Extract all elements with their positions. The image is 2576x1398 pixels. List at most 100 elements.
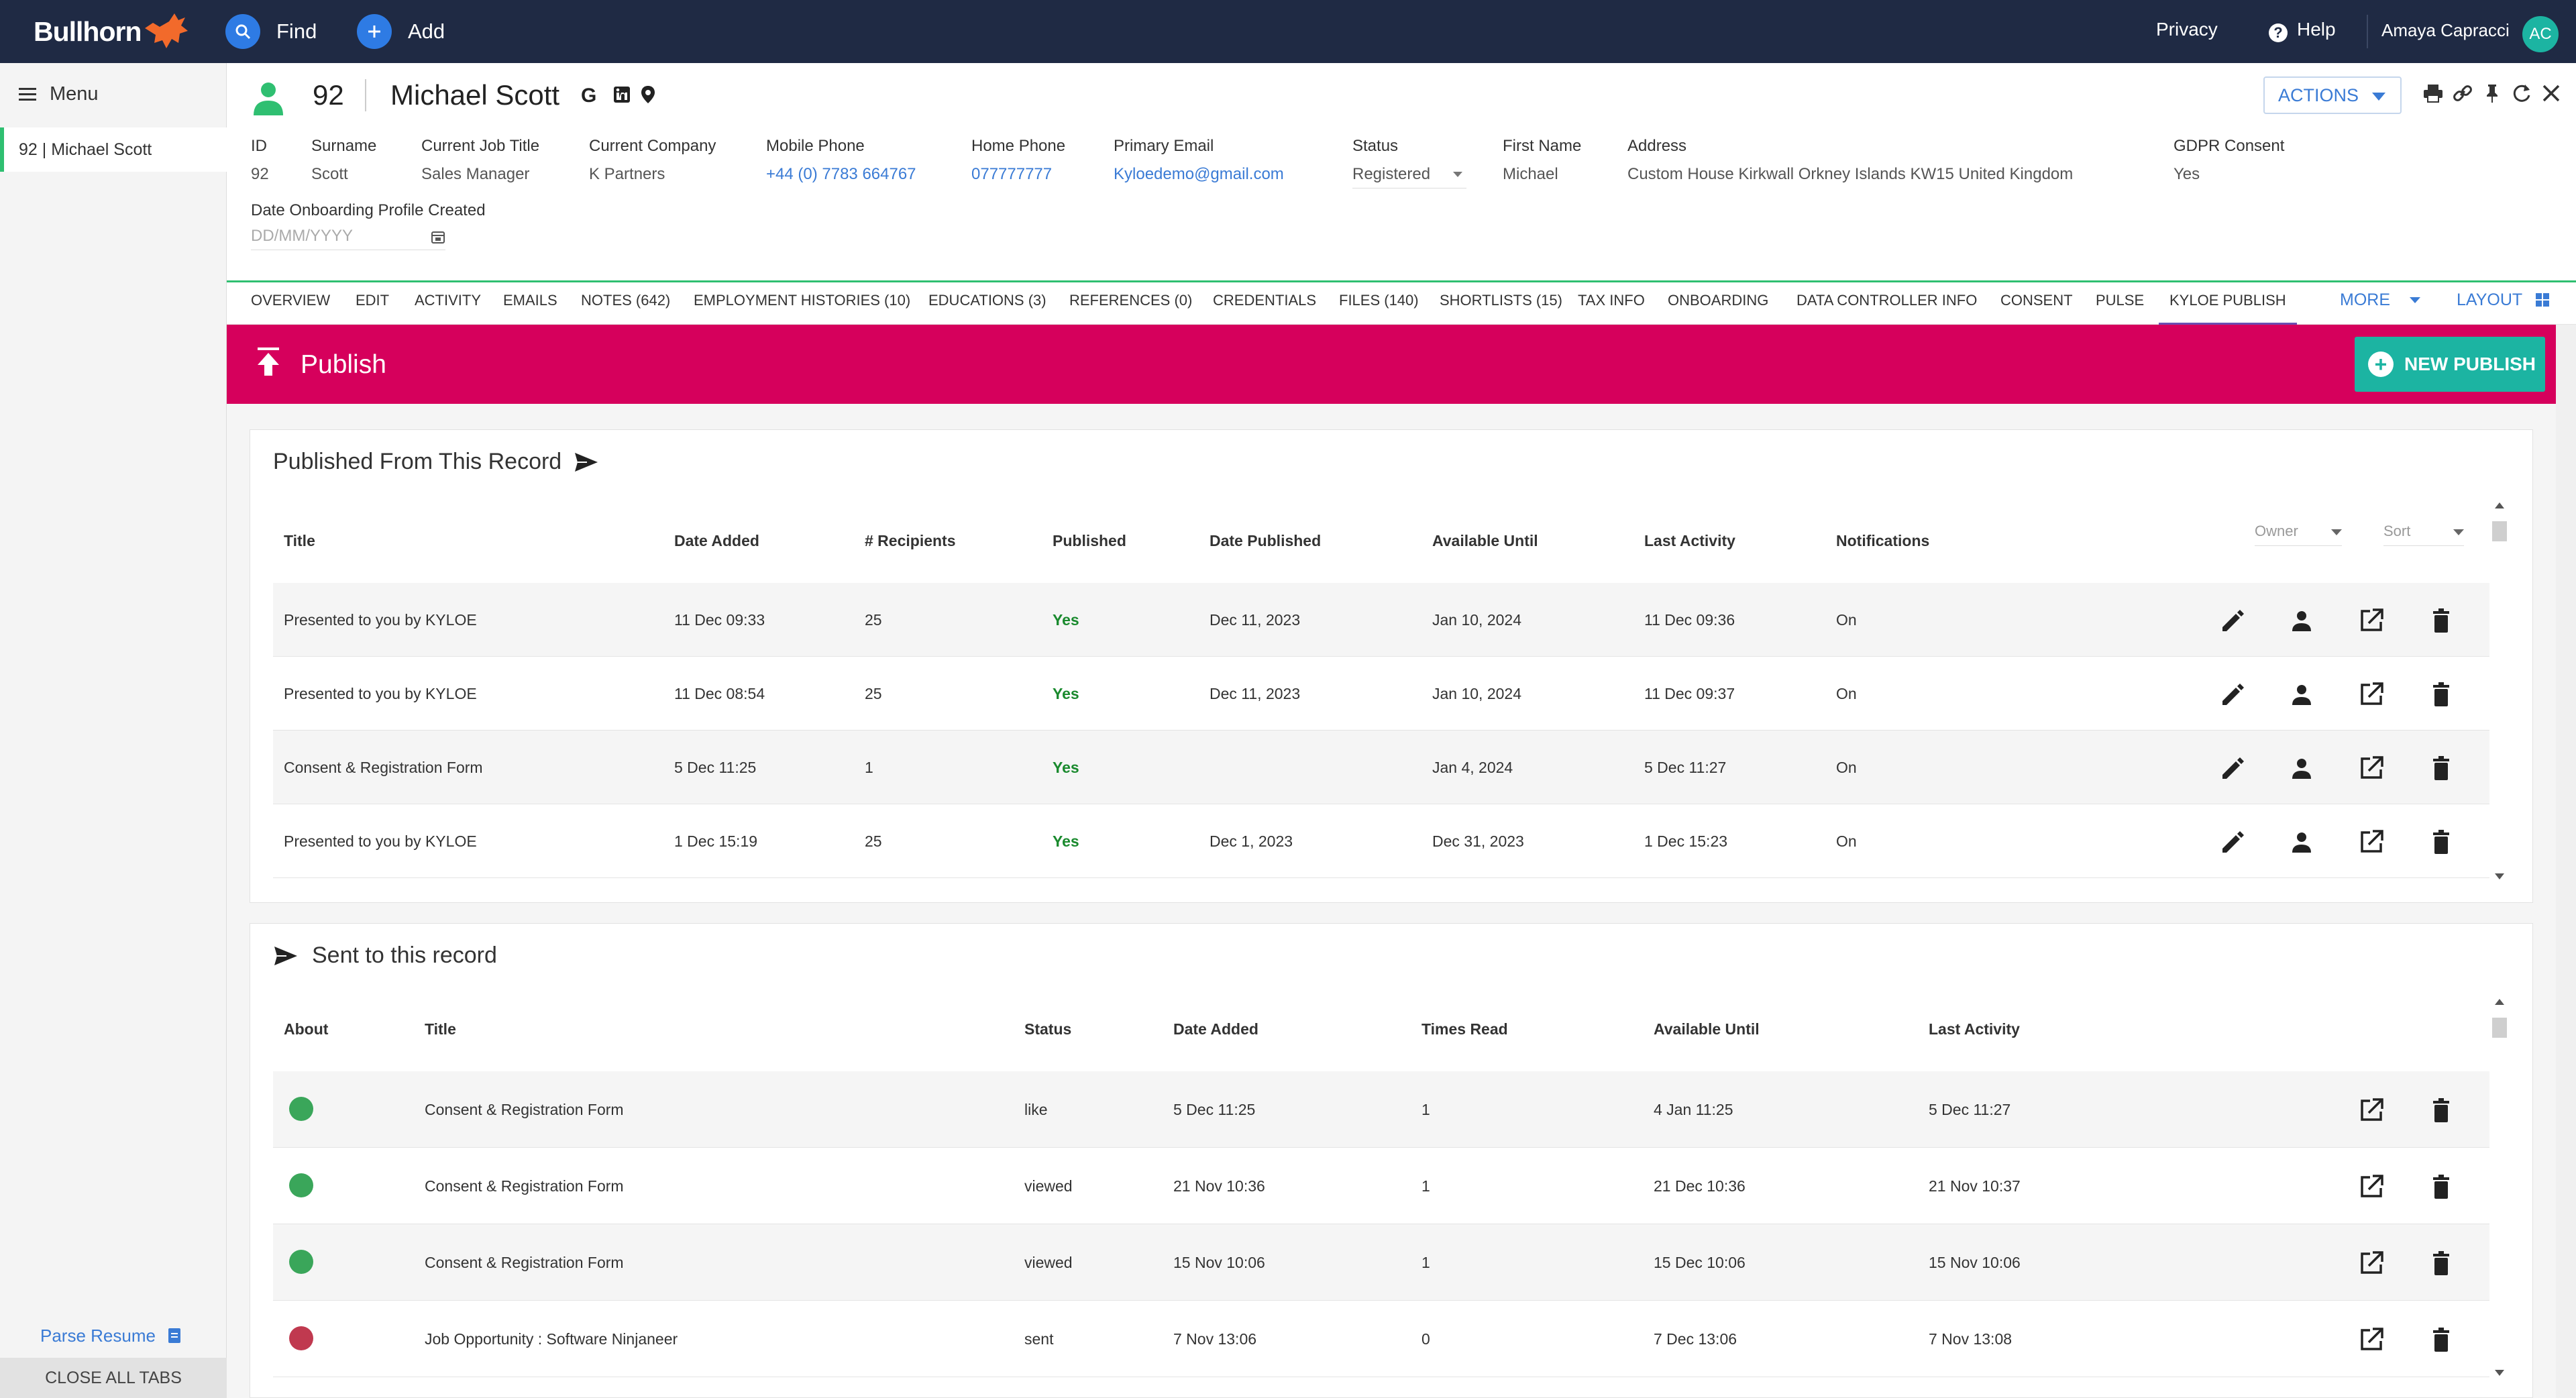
scroll-up-arrow-icon[interactable] — [2495, 502, 2504, 508]
actions-dropdown[interactable]: ACTIONS — [2263, 76, 2402, 114]
table-row[interactable]: Job Opportunity : Software Ninjaneer sen… — [273, 1301, 2489, 1377]
bullhorn-logo[interactable]: Bullhorn — [34, 16, 142, 47]
published-scrollbar[interactable] — [2491, 500, 2508, 882]
table-row[interactable]: Consent & Registration Form 5 Dec 11:25 … — [273, 731, 2489, 804]
tab-educations[interactable]: EDUCATIONS (3) — [928, 292, 1046, 309]
menu-button[interactable]: Menu — [19, 83, 99, 105]
tab-notes[interactable]: NOTES (642) — [581, 292, 671, 309]
table-row[interactable]: Presented to you by KYLOE 11 Dec 08:54 2… — [273, 657, 2489, 731]
open-external-icon[interactable] — [2358, 1250, 2385, 1277]
trash-icon[interactable] — [2428, 681, 2455, 708]
tab-employment-histories[interactable]: EMPLOYMENT HISTORIES (10) — [694, 292, 911, 309]
find-button[interactable]: Find — [225, 14, 317, 49]
print-icon[interactable] — [2422, 82, 2445, 105]
edit-pencil-icon[interactable] — [2218, 755, 2245, 782]
tab-activity[interactable]: ACTIVITY — [415, 292, 482, 309]
privacy-link[interactable]: Privacy — [2156, 19, 2218, 40]
scroll-up-arrow-icon[interactable] — [2495, 999, 2504, 1005]
tab-credentials[interactable]: CREDENTIALS — [1213, 292, 1317, 309]
layout-button[interactable]: LAYOUT — [2457, 290, 2550, 310]
column-header-available-until[interactable]: Available Until — [1654, 1020, 1760, 1038]
tab-more-dropdown[interactable]: MORE — [2340, 290, 2422, 310]
tab-shortlists[interactable]: SHORTLISTS (15) — [1440, 292, 1562, 309]
scroll-down-arrow-icon[interactable] — [2495, 873, 2504, 879]
table-row[interactable]: Presented to you by KYLOE 1 Dec 15:19 25… — [273, 804, 2489, 878]
trash-icon[interactable] — [2428, 1250, 2455, 1277]
table-row[interactable]: Consent & Registration Form viewed 21 No… — [273, 1148, 2489, 1224]
calendar-icon[interactable] — [431, 229, 445, 244]
tab-emails[interactable]: EMAILS — [503, 292, 557, 309]
column-header-date-added[interactable]: Date Added — [1173, 1020, 1258, 1038]
open-external-icon[interactable] — [2358, 828, 2385, 855]
column-header-published[interactable]: Published — [1053, 532, 1126, 549]
status-select[interactable]: Registered — [1352, 165, 1466, 189]
onboarding-date-input[interactable]: DD/MM/YYYY — [251, 227, 445, 250]
column-header-times-read[interactable]: Times Read — [1421, 1020, 1508, 1038]
open-external-icon[interactable] — [2358, 1097, 2385, 1124]
close-all-tabs-button[interactable]: CLOSE ALL TABS — [0, 1358, 227, 1398]
scrollbar-thumb[interactable] — [2492, 521, 2507, 541]
column-header-status[interactable]: Status — [1024, 1020, 1072, 1038]
trash-icon[interactable] — [2428, 607, 2455, 634]
column-header-recipients[interactable]: # Recipients — [865, 532, 956, 549]
tab-consent[interactable]: CONSENT — [2000, 292, 2073, 309]
tab-kyloe-publish[interactable]: KYLOE PUBLISH — [2169, 292, 2286, 309]
column-header-last-activity[interactable]: Last Activity — [1929, 1020, 2020, 1038]
open-external-icon[interactable] — [2358, 755, 2385, 782]
column-header-notifications[interactable]: Notifications — [1836, 532, 1930, 549]
column-header-date-added[interactable]: Date Added — [674, 532, 759, 549]
trash-icon[interactable] — [2428, 1173, 2455, 1200]
column-header-about[interactable]: About — [284, 1020, 329, 1038]
trash-icon[interactable] — [2428, 1097, 2455, 1124]
primary-email-link[interactable]: Kyloedemo@gmail.com — [1114, 165, 1284, 183]
google-icon[interactable]: G — [581, 85, 597, 107]
table-row[interactable]: Presented to you by KYLOE 11 Dec 09:33 2… — [273, 583, 2489, 657]
user-name[interactable]: Amaya Capracci — [2381, 20, 2510, 40]
pin-icon[interactable] — [2481, 82, 2504, 105]
help-link[interactable]: ? Help — [2269, 19, 2336, 42]
refresh-icon[interactable] — [2510, 82, 2533, 105]
table-row[interactable]: Consent & Registration Form viewed 15 No… — [273, 1224, 2489, 1301]
location-pin-icon[interactable] — [640, 85, 656, 105]
person-icon[interactable] — [2288, 755, 2315, 782]
trash-icon[interactable] — [2428, 1326, 2455, 1353]
scroll-down-arrow-icon[interactable] — [2495, 1370, 2504, 1376]
add-button[interactable]: Add — [357, 14, 445, 49]
column-header-title[interactable]: Title — [425, 1020, 456, 1038]
close-icon[interactable] — [2540, 82, 2563, 105]
column-header-title[interactable]: Title — [284, 532, 315, 549]
column-header-date-published[interactable]: Date Published — [1210, 532, 1322, 549]
trash-icon[interactable] — [2428, 828, 2455, 855]
person-icon[interactable] — [2288, 607, 2315, 634]
open-external-icon[interactable] — [2358, 607, 2385, 634]
tab-pulse[interactable]: PULSE — [2096, 292, 2145, 309]
mobile-phone-link[interactable]: +44 (0) 7783 664767 — [766, 165, 916, 183]
open-external-icon[interactable] — [2358, 1173, 2385, 1200]
column-header-available-until[interactable]: Available Until — [1432, 532, 1538, 549]
link-icon[interactable] — [2451, 82, 2474, 105]
person-icon[interactable] — [2288, 828, 2315, 855]
open-external-icon[interactable] — [2358, 681, 2385, 708]
avatar[interactable]: AC — [2522, 16, 2559, 52]
table-row[interactable]: Consent & Registration Form like 5 Dec 1… — [273, 1071, 2489, 1148]
edit-pencil-icon[interactable] — [2218, 607, 2245, 634]
tab-references[interactable]: REFERENCES (0) — [1069, 292, 1193, 309]
column-header-last-activity[interactable]: Last Activity — [1644, 532, 1735, 549]
tab-edit[interactable]: EDIT — [356, 292, 390, 309]
tab-tax-info[interactable]: TAX INFO — [1578, 292, 1645, 309]
tab-data-controller-info[interactable]: DATA CONTROLLER INFO — [1796, 292, 1978, 309]
linkedin-icon[interactable] — [613, 86, 631, 103]
edit-pencil-icon[interactable] — [2218, 828, 2245, 855]
tab-overview[interactable]: OVERVIEW — [251, 292, 331, 309]
trash-icon[interactable] — [2428, 755, 2455, 782]
parse-resume-link[interactable]: Parse Resume — [40, 1326, 182, 1346]
person-icon[interactable] — [2288, 681, 2315, 708]
owner-filter-select[interactable]: Owner — [2255, 523, 2342, 546]
scrollbar-thumb[interactable] — [2492, 1018, 2507, 1038]
edit-pencil-icon[interactable] — [2218, 681, 2245, 708]
open-external-icon[interactable] — [2358, 1326, 2385, 1353]
home-phone-link[interactable]: 077777777 — [971, 165, 1053, 183]
tab-onboarding[interactable]: ONBOARDING — [1668, 292, 1769, 309]
new-publish-button[interactable]: + NEW PUBLISH — [2355, 337, 2545, 392]
sent-scrollbar[interactable] — [2491, 996, 2508, 1379]
